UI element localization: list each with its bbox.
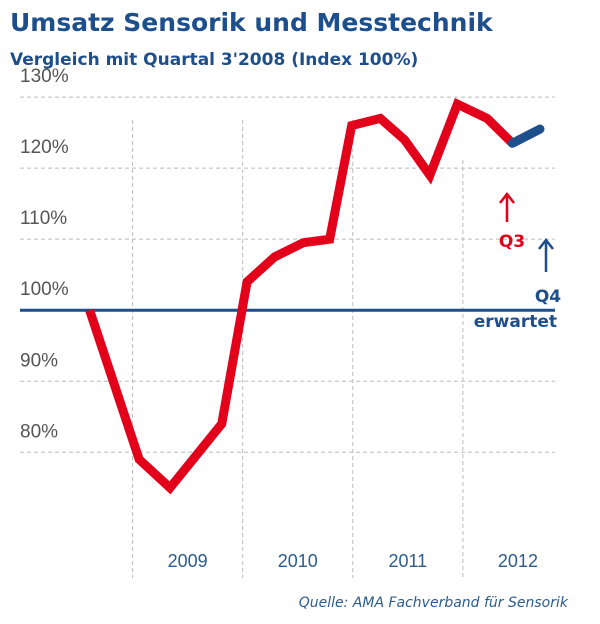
y-tick-label: 80%: [20, 421, 58, 442]
source: Quelle: AMA Fachverband für Sensorik: [299, 595, 569, 611]
annotation: erwartet: [474, 312, 557, 332]
y-tick-label: 120%: [20, 137, 69, 158]
chart-title: Umsatz Sensorik und Messtechnik: [10, 8, 494, 37]
x-category-label: 2010: [278, 551, 318, 571]
y-tick-label: 100%: [20, 279, 69, 300]
series-line: [85, 98, 516, 495]
chart-subtitle: Vergleich mit Quartal 3'2008 (Index 100%…: [10, 50, 418, 70]
x-category-label: 2009: [168, 551, 208, 571]
y-tick-label: 130%: [20, 66, 69, 87]
x-category-label: 2011: [388, 551, 427, 571]
annotation: Q3: [499, 232, 525, 252]
annotation: Q4: [535, 287, 561, 307]
x-category-label: 2012: [498, 551, 538, 571]
q4-arrow: [538, 237, 554, 272]
y-tick-label: 90%: [20, 350, 58, 371]
series-line: [507, 124, 545, 148]
q3-arrow: [499, 191, 515, 222]
y-tick-label: 110%: [20, 208, 67, 229]
